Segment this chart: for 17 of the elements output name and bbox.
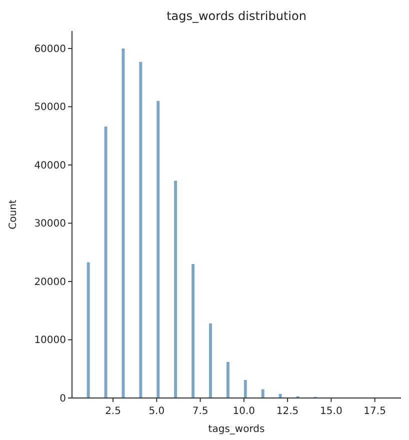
- y-tick-label: 0: [60, 394, 66, 404]
- y-axis-title: Count: [8, 200, 19, 230]
- x-tick-label: 2.5: [105, 406, 121, 417]
- x-tick-label: 5.0: [148, 406, 165, 417]
- chart-title: tags_words distribution: [166, 9, 306, 23]
- y-tick-label: 20000: [34, 276, 66, 288]
- x-tick-label: 15.0: [320, 406, 342, 417]
- y-tick-label: 30000: [34, 218, 66, 230]
- x-tick-label: 10.0: [232, 406, 256, 417]
- y-tick-label: 60000: [34, 44, 66, 55]
- x-tick-label: 12.5: [276, 406, 299, 417]
- y-tick-label: 40000: [34, 160, 66, 172]
- x-tick-label: 17.5: [364, 406, 386, 417]
- y-tick-label: 10000: [34, 335, 66, 346]
- x-tick-label: 7.5: [192, 406, 208, 417]
- y-tick-label: 50000: [34, 102, 66, 114]
- x-axis-title: tags_words: [208, 424, 265, 435]
